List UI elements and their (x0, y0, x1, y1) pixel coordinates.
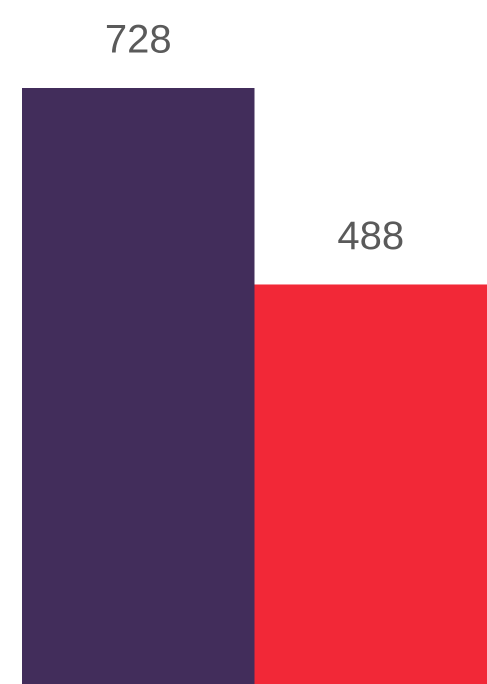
data-label: 488 (337, 214, 404, 258)
bar (254, 284, 487, 684)
bar (22, 88, 255, 684)
data-label: 728 (105, 18, 172, 62)
